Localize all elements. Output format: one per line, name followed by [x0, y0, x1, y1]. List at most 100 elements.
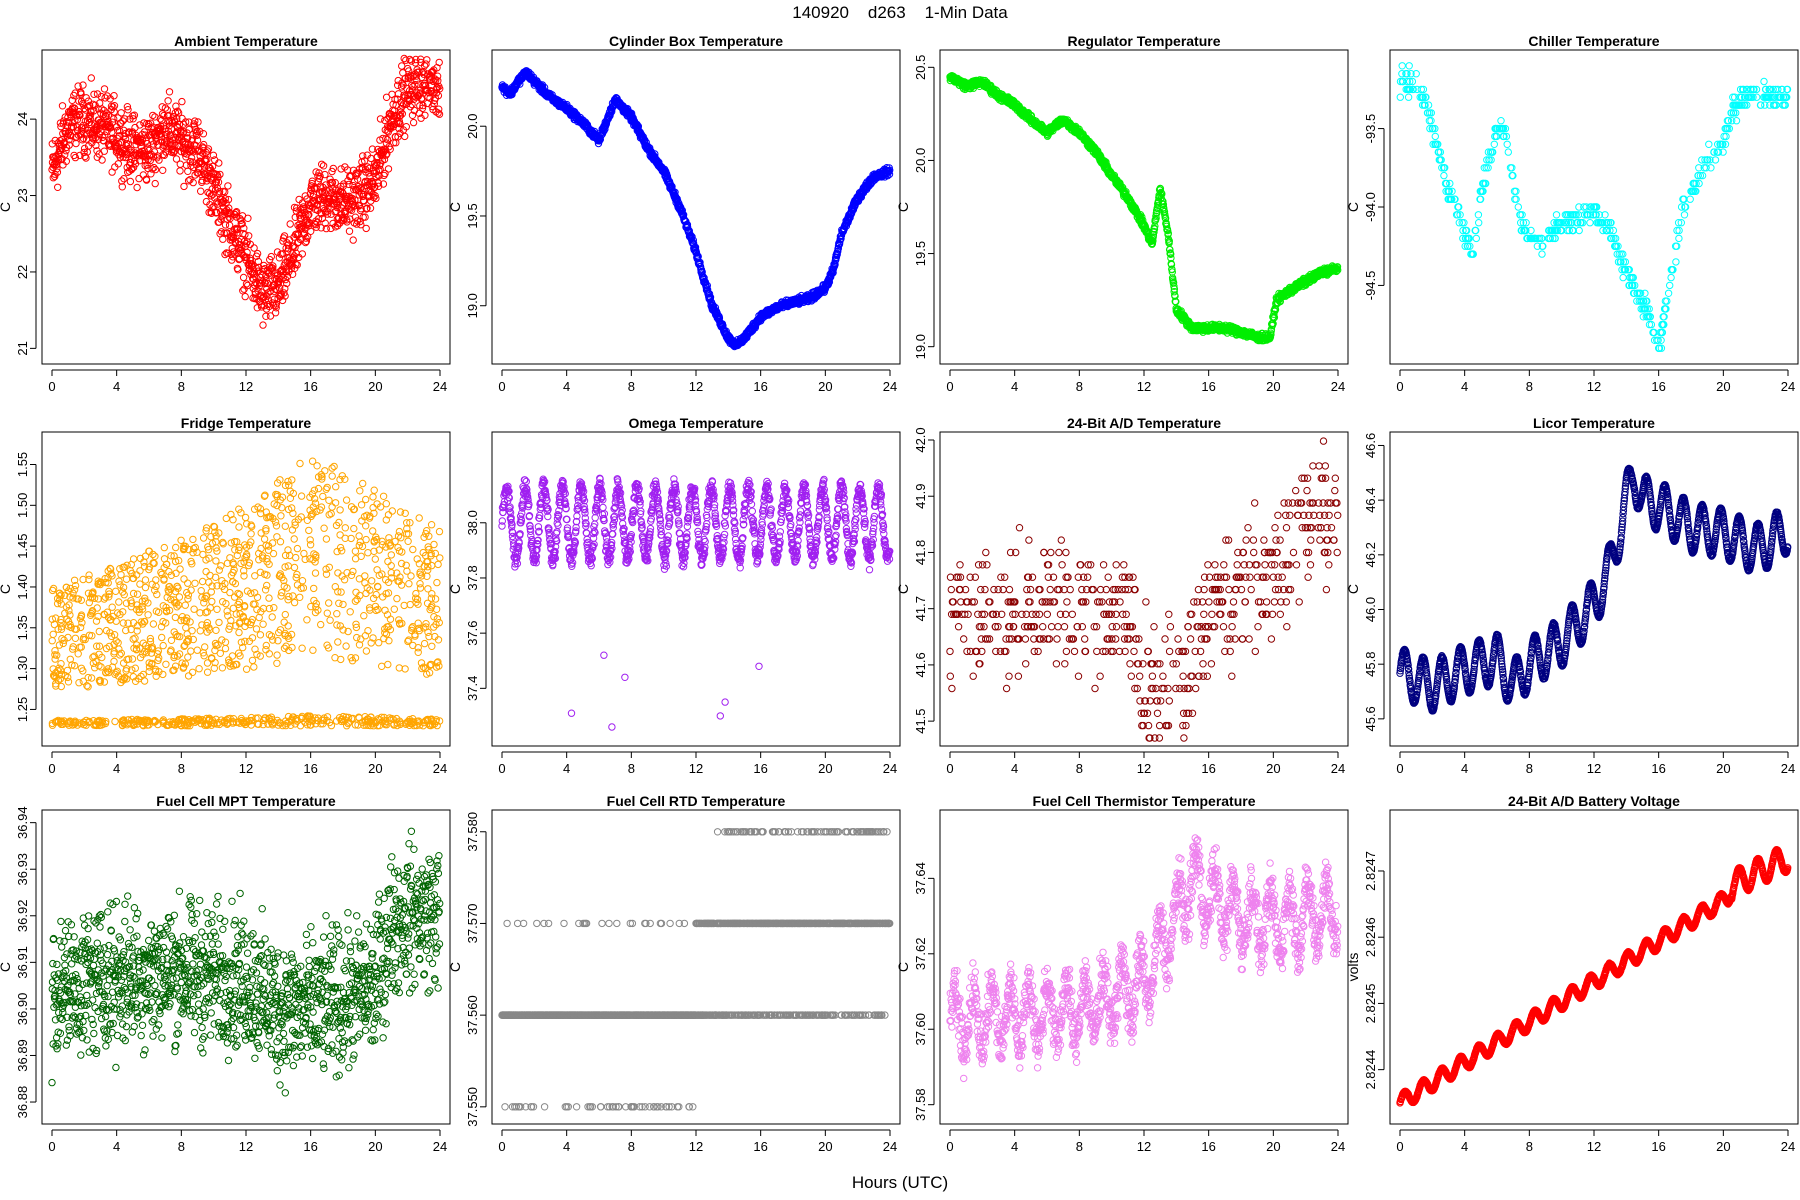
data-point — [151, 165, 160, 174]
data-point — [208, 204, 216, 212]
data-point — [120, 175, 128, 183]
data-point — [220, 229, 228, 237]
data-point — [288, 262, 296, 270]
data-point — [142, 176, 151, 184]
y-axis-label: C — [895, 202, 911, 212]
x-tick-label: 20 — [1266, 379, 1280, 394]
x-tick-label: 12 — [689, 379, 703, 394]
data-point — [78, 136, 87, 144]
data-point — [329, 164, 337, 173]
data-point — [191, 117, 199, 125]
data-point — [119, 117, 127, 125]
data-point — [98, 156, 106, 164]
data-point — [146, 119, 155, 127]
x-tick-label: 4 — [1011, 379, 1018, 394]
data-point — [398, 110, 406, 118]
data-point — [205, 163, 214, 171]
data-point — [197, 187, 205, 195]
data-point — [115, 132, 124, 140]
data-point — [418, 104, 427, 113]
data-point — [362, 205, 371, 213]
data-point — [375, 166, 383, 175]
data-point — [151, 179, 159, 188]
x-tick-label: 16 — [1201, 379, 1215, 394]
data-point — [415, 90, 424, 98]
data-point — [207, 209, 216, 218]
data-point — [65, 141, 73, 149]
data-point — [138, 130, 147, 139]
data-point — [184, 177, 193, 185]
data-point — [422, 81, 430, 90]
data-point — [133, 183, 141, 192]
data-point — [359, 152, 367, 160]
panel-title: Chiller Temperature — [1528, 33, 1659, 49]
data-point — [428, 67, 437, 76]
data-point — [184, 167, 192, 176]
data-point — [298, 199, 307, 207]
data-point — [101, 94, 109, 102]
data-point — [115, 127, 124, 135]
data-point — [357, 221, 365, 229]
figure-title: 140920 d263 1-Min Data — [792, 3, 1008, 22]
data-point — [117, 109, 125, 117]
data-point — [368, 145, 377, 153]
data-point — [406, 103, 415, 111]
data-point — [216, 170, 224, 179]
data-point — [148, 165, 156, 173]
data-point — [126, 177, 135, 186]
y-tick-label: 19.0 — [465, 293, 480, 318]
data-point — [256, 292, 264, 300]
data-point — [221, 188, 229, 196]
x-tick-label: 4 — [1461, 379, 1468, 394]
data-point — [242, 280, 251, 288]
data-point — [228, 256, 236, 264]
data-point — [224, 195, 233, 204]
data-point — [378, 152, 387, 160]
data-point — [92, 141, 100, 150]
data-point — [100, 85, 109, 93]
data-point — [272, 300, 281, 308]
data-point — [150, 163, 158, 172]
data-point — [302, 234, 310, 242]
data-point — [386, 145, 394, 154]
x-tick-label: 20 — [368, 379, 382, 394]
data-point — [149, 111, 157, 120]
data-point — [239, 273, 248, 282]
data-point — [214, 178, 223, 186]
data-point — [94, 135, 103, 143]
data-point — [307, 227, 315, 236]
data-point — [419, 101, 427, 110]
data-point — [286, 220, 294, 228]
data-point — [281, 292, 289, 300]
data-point — [149, 153, 158, 161]
data-point — [171, 141, 179, 150]
data-point — [226, 214, 234, 223]
panel-title: Fridge Temperature — [181, 415, 312, 431]
data-point — [215, 159, 223, 167]
data-point — [267, 263, 276, 272]
data-point — [85, 118, 94, 127]
data-point — [241, 230, 249, 239]
y-tick-label: -93.5 — [1363, 114, 1378, 144]
data-point — [67, 131, 75, 140]
data-point — [234, 266, 242, 274]
data-point — [179, 129, 187, 137]
data-point — [298, 250, 306, 258]
data-point — [135, 174, 143, 183]
y-tick-label: 19.0 — [913, 334, 928, 359]
data-point — [271, 309, 280, 317]
data-point — [345, 227, 354, 235]
data-point — [411, 80, 419, 89]
data-point — [372, 172, 380, 181]
data-point — [281, 284, 289, 293]
data-point — [300, 230, 308, 238]
data-point — [110, 92, 118, 100]
data-point — [351, 196, 359, 204]
data-point — [317, 224, 325, 232]
data-point — [396, 111, 405, 120]
data-point — [193, 127, 201, 136]
data-point — [347, 206, 356, 215]
data-point — [411, 92, 419, 100]
data-point — [266, 287, 274, 295]
